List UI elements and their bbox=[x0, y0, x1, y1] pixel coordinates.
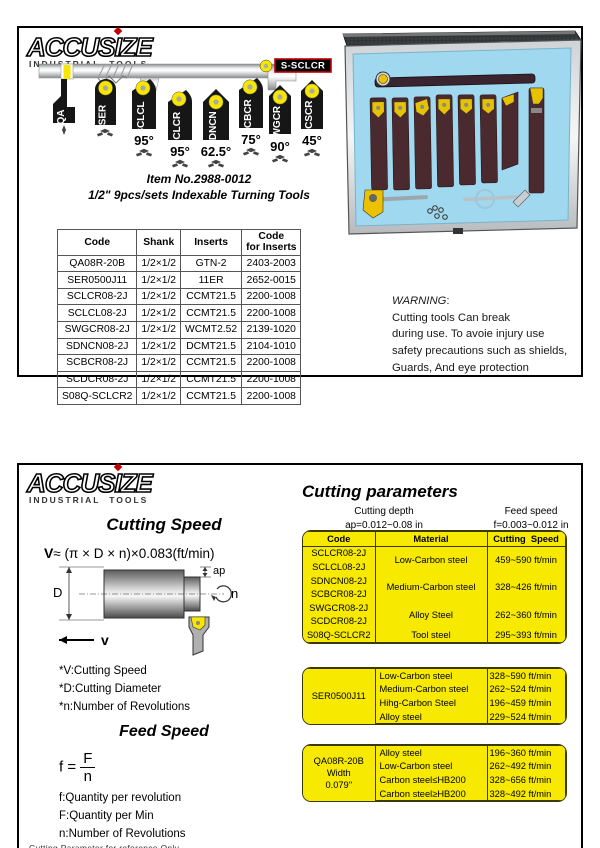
svg-text:SCLCR: SCLCR bbox=[172, 111, 183, 146]
svg-text:v: v bbox=[101, 632, 109, 648]
svg-text:95°: 95° bbox=[170, 144, 190, 159]
svg-text:SDNCN: SDNCN bbox=[208, 111, 219, 147]
svg-text:ap: ap bbox=[213, 565, 225, 577]
svg-text:95°: 95° bbox=[134, 133, 154, 148]
svg-text:S-SCLCR: S-SCLCR bbox=[281, 61, 325, 72]
svg-text:SCBCR: SCBCR bbox=[243, 98, 254, 134]
svg-text:QA: QA bbox=[56, 110, 67, 125]
svg-text:D: D bbox=[53, 585, 62, 600]
svg-text:SER: SER bbox=[98, 104, 109, 125]
svg-text:75°: 75° bbox=[241, 132, 261, 147]
svg-text:45°: 45° bbox=[302, 133, 322, 148]
svg-text:n: n bbox=[231, 586, 238, 601]
svg-text:SCSCR: SCSCR bbox=[304, 100, 315, 136]
svg-text:62.5°: 62.5° bbox=[201, 144, 232, 159]
svg-text:SCLCL: SCLCL bbox=[136, 101, 147, 134]
svg-text:90°: 90° bbox=[270, 139, 290, 154]
